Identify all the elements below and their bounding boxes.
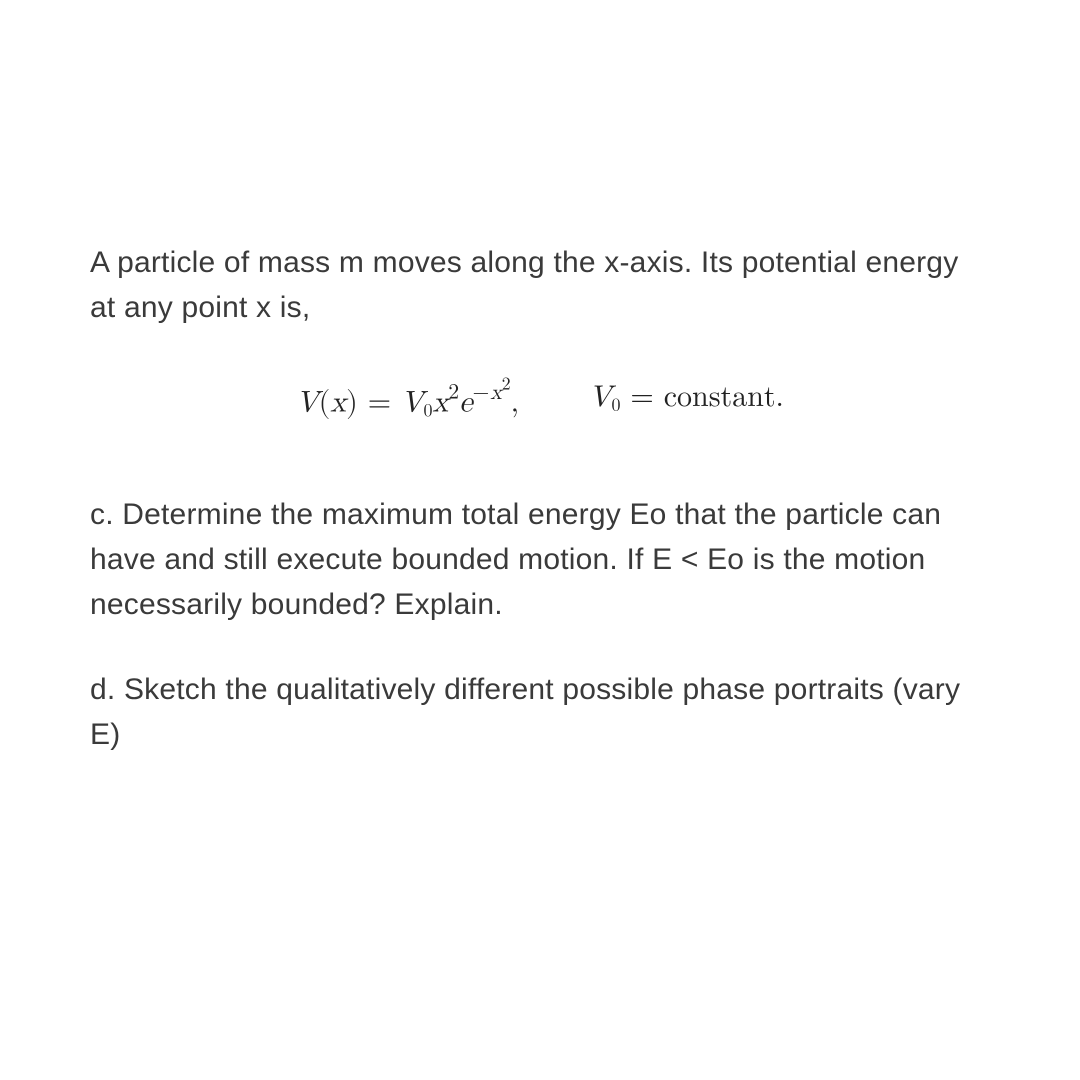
equation-const: V0 = constant. <box>589 379 784 417</box>
eq-V: V <box>296 388 319 418</box>
part-c-paragraph: c. Determine the maximum total energy Eo… <box>90 492 990 627</box>
eq-open: ( <box>319 388 331 418</box>
intro-paragraph: A particle of mass m moves along the x-a… <box>90 240 990 330</box>
part-d-paragraph: d. Sketch the qualitatively different po… <box>90 667 990 757</box>
eq-exp-neg: − <box>473 383 490 404</box>
eq-x: x <box>330 388 346 418</box>
equation-main: V(x) = V0x2e−x2, <box>296 374 519 422</box>
eq-x2x: x <box>433 388 449 418</box>
eq-req: = <box>620 382 663 412</box>
eq-const: constant. <box>664 382 784 412</box>
eq-rV: V <box>589 382 612 412</box>
eq-exp-pow: 2 <box>502 376 511 393</box>
eq-e: e <box>459 388 472 418</box>
eq-close: ) <box>346 388 358 418</box>
eq-comma: , <box>511 388 519 418</box>
eq-V0V: V <box>401 388 424 418</box>
equation-row: V(x) = V0x2e−x2, V0 = constant. <box>90 374 990 422</box>
eq-exp: −x2 <box>473 383 511 404</box>
eq-exp-x: x <box>490 383 501 404</box>
eq-x2pow: 2 <box>448 383 459 404</box>
eq-eq1: = <box>358 388 401 418</box>
eq-V0sub: 0 <box>424 402 433 420</box>
document-page: A particle of mass m moves along the x-a… <box>0 0 1080 1080</box>
